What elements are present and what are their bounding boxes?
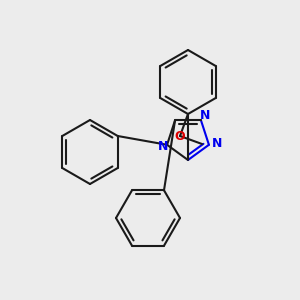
Text: N: N xyxy=(212,137,222,150)
Text: O: O xyxy=(175,130,185,142)
Text: N: N xyxy=(200,109,210,122)
Text: N: N xyxy=(158,140,168,153)
